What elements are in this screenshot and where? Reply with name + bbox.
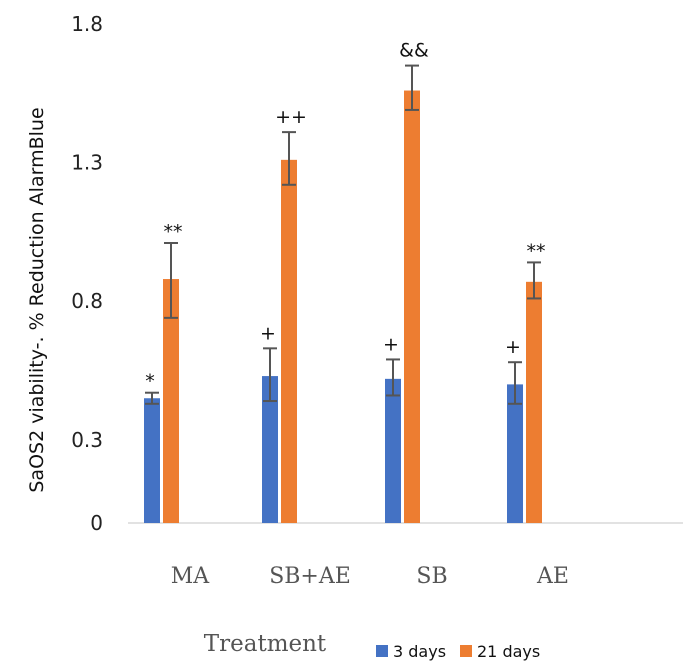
legend-swatch <box>376 645 388 657</box>
error-bar <box>282 131 296 186</box>
category-label: SB <box>416 564 447 589</box>
error-bar <box>405 64 419 111</box>
significance-label: + <box>505 336 521 358</box>
y-tick-label: 0.8 <box>71 289 103 313</box>
y-tick-label: 1.3 <box>71 151 103 175</box>
category-label: MA <box>171 564 211 589</box>
y-tick-label: 0.3 <box>71 428 103 452</box>
y-tick-label: 0 <box>90 511 103 535</box>
y-axis-label: SaOS2 viability-. % Reduction AlarmBlue <box>26 107 48 492</box>
error-bar <box>145 391 159 405</box>
x-axis-categories: MA SB+AE SB AE <box>171 564 569 589</box>
bars <box>144 90 542 524</box>
bar-series2 <box>281 159 297 524</box>
error-bar <box>527 261 541 300</box>
significance-label: + <box>260 322 276 344</box>
error-bar <box>164 242 178 319</box>
legend-label: 3 days <box>393 642 446 661</box>
category-label: SB+AE <box>269 564 351 589</box>
legend-swatch <box>460 645 472 657</box>
category-label: AE <box>536 564 569 589</box>
error-bars <box>145 64 541 405</box>
significance-label: * <box>145 371 155 393</box>
bar-series2 <box>163 279 179 523</box>
bar-series1 <box>144 398 160 523</box>
significance-label: ++ <box>275 106 307 128</box>
error-bar <box>386 358 400 397</box>
significance-label: && <box>399 40 429 62</box>
bar-series2 <box>404 90 420 524</box>
bar-series1 <box>385 378 401 523</box>
x-axis-label: Treatment <box>204 631 327 657</box>
bar-series1 <box>507 384 523 523</box>
y-axis-ticks: 1.8 1.3 0.8 0.3 0 <box>71 12 103 535</box>
y-tick-label: 1.8 <box>71 12 103 36</box>
significance-label: ** <box>527 240 546 262</box>
error-bar <box>508 361 522 405</box>
significance-annotations: *++ +**++&&** <box>145 40 545 393</box>
significance-label: + <box>383 333 399 355</box>
bar-series2 <box>526 281 542 523</box>
bar-series1 <box>262 376 278 523</box>
significance-label: ** <box>164 221 183 243</box>
error-bar <box>263 347 277 403</box>
legend-label: 21 days <box>477 642 540 661</box>
legend: 3 days 21 days <box>376 642 540 661</box>
